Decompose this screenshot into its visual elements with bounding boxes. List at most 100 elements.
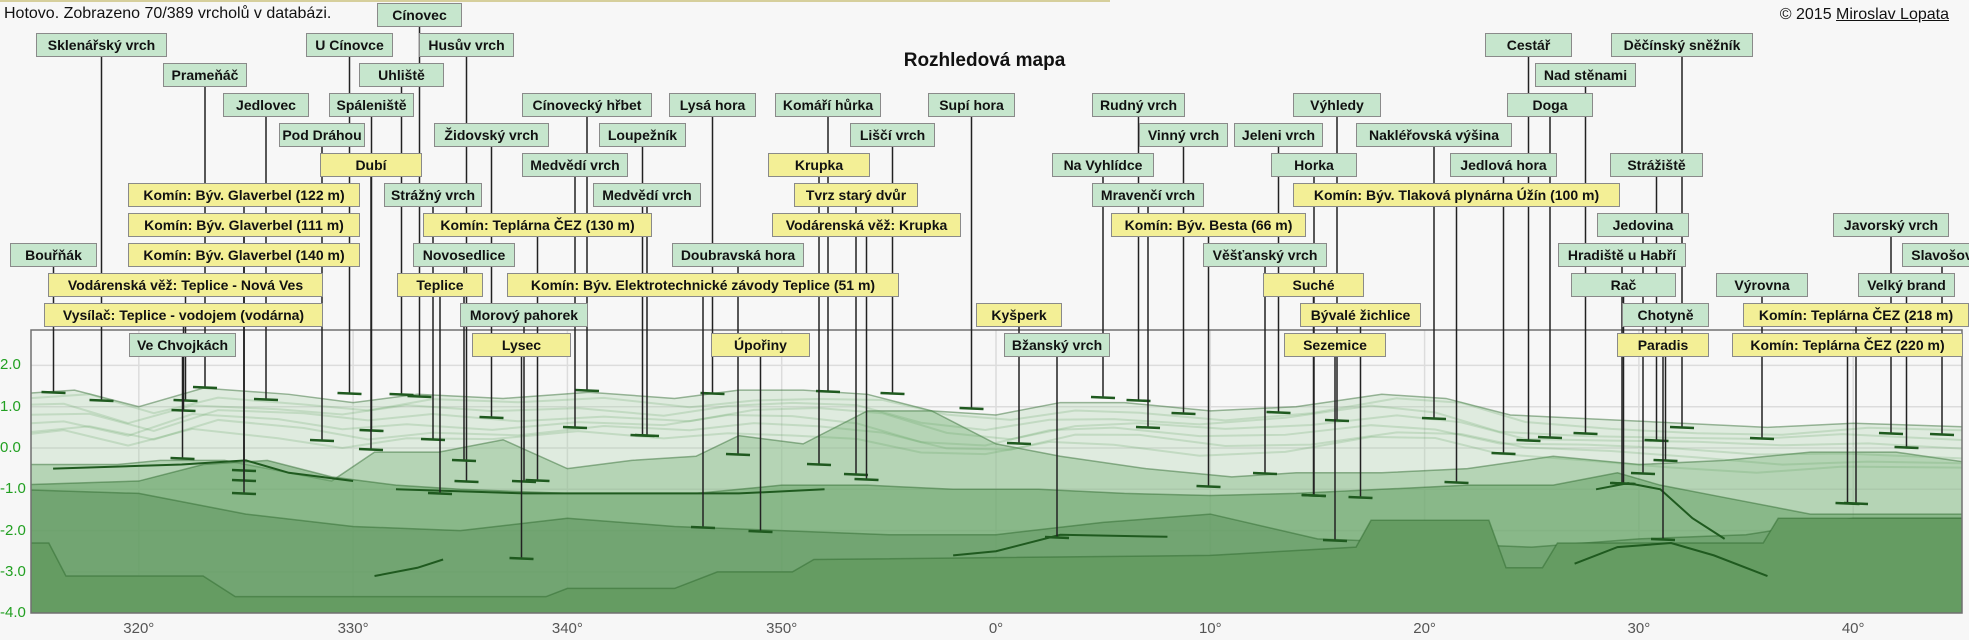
landmark-label[interactable]: Bývalé žichlice	[1300, 303, 1421, 327]
peak-label[interactable]: Novosedlice	[413, 243, 515, 267]
peak-label[interactable]: Jedlovec	[223, 93, 309, 117]
peak-label[interactable]: Lysá hora	[669, 93, 756, 117]
peak-label[interactable]: Jedlová hora	[1450, 153, 1557, 177]
peak-label[interactable]: Cínovecký hřbet	[522, 93, 652, 117]
summit-marker	[171, 408, 196, 413]
peak-label[interactable]: Pod Dráhou	[279, 123, 365, 147]
peak-label[interactable]: Věšťanský vrch	[1203, 243, 1327, 267]
peak-label[interactable]: Hradiště u Habří	[1558, 243, 1686, 267]
peak-label[interactable]: Uhliště	[359, 63, 444, 87]
peak-label[interactable]: Slavošov	[1902, 243, 1969, 267]
peak-label[interactable]: Cínovec	[377, 3, 462, 27]
peak-label[interactable]: Bžanský vrch	[1004, 333, 1110, 357]
peak-label[interactable]: Ve Chvojkách	[129, 333, 236, 357]
summit-marker	[1126, 398, 1151, 403]
landmark-label[interactable]: Krupka	[768, 153, 870, 177]
peak-label[interactable]: Děčínský sněžník	[1611, 33, 1753, 57]
summit-marker	[1348, 495, 1373, 500]
summit-marker	[41, 390, 66, 395]
summit-marker	[420, 437, 446, 442]
peak-label[interactable]: Rač	[1571, 273, 1676, 297]
peak-label[interactable]: Rudný vrch	[1092, 93, 1185, 117]
peak-label[interactable]: Spáleniště	[329, 93, 414, 117]
peak-label[interactable]: Jedovina	[1597, 213, 1689, 237]
peak-label[interactable]: Mravenčí vrch	[1092, 183, 1204, 207]
landmark-label[interactable]: Teplice	[397, 273, 483, 297]
summit-marker	[806, 462, 832, 467]
landmark-label[interactable]: Komín: Teplárna ČEZ (130 m)	[423, 213, 652, 237]
peak-label[interactable]: Výhledy	[1293, 93, 1381, 117]
peak-label[interactable]: U Cínovce	[306, 33, 393, 57]
ridge-line	[31, 387, 1962, 429]
peak-label[interactable]: Strážný vrch	[384, 183, 482, 207]
landmark-label[interactable]: Komín: Býv. Glaverbel (122 m)	[128, 183, 360, 207]
x-axis-tick: 350°	[766, 620, 798, 637]
landmark-label[interactable]: Komín: Býv. Elektrotechnické závody Tepl…	[507, 273, 899, 297]
summit-marker	[1491, 451, 1516, 456]
x-axis-tick: 30°	[1627, 620, 1651, 637]
peak-label[interactable]: Vinný vrch	[1139, 123, 1228, 147]
peak-label[interactable]: Nakléřovská výšina	[1356, 123, 1512, 147]
summit-marker	[748, 529, 773, 534]
peak-label[interactable]: Medvědí vrch	[593, 183, 701, 207]
peak-label[interactable]: Cestář	[1485, 33, 1572, 57]
peak-label[interactable]: Loupežník	[599, 123, 686, 147]
peak-label[interactable]: Morový pahorek	[460, 303, 588, 327]
peak-label[interactable]: Výrovna	[1716, 273, 1808, 297]
summit-marker	[1252, 471, 1278, 476]
landmark-label[interactable]: Sezemice	[1284, 333, 1386, 357]
summit-marker	[1573, 431, 1598, 436]
landmark-label[interactable]: Komín: Teplárna ČEZ (218 m)	[1743, 303, 1969, 327]
summit-marker	[690, 525, 716, 530]
landmark-label[interactable]: Paradis	[1617, 333, 1709, 357]
ridge-line	[31, 517, 1962, 598]
peak-label[interactable]: Židovský vrch	[434, 123, 549, 147]
peak-label[interactable]: Chotyně	[1622, 303, 1709, 327]
summit-marker	[1044, 535, 1070, 540]
landmark-label[interactable]: Komín: Býv. Glaverbel (111 m)	[128, 213, 360, 237]
peak-label[interactable]: Husův vrch	[419, 33, 514, 57]
summit-marker	[959, 406, 984, 411]
landmark-label[interactable]: Tvrz starý dvůr	[794, 183, 918, 207]
peak-label[interactable]: Medvědí vrch	[522, 153, 628, 177]
landmark-label[interactable]: Vodárenská věž: Teplice - Nová Ves	[48, 273, 323, 297]
peak-label[interactable]: Strážiště	[1610, 153, 1703, 177]
summit-marker	[880, 391, 905, 396]
summit-marker	[1266, 410, 1291, 415]
summit-marker	[1878, 431, 1904, 436]
y-axis-tick: 2.0	[0, 356, 21, 374]
peak-label[interactable]: Liščí vrch	[850, 123, 935, 147]
landmark-label[interactable]: Vodárenská věž: Krupka	[772, 213, 961, 237]
summit-marker	[1196, 484, 1221, 489]
landmark-label[interactable]: Dubí	[320, 153, 422, 177]
peak-label[interactable]: Velký brand	[1858, 273, 1955, 297]
summit-marker	[509, 556, 534, 561]
peak-label[interactable]: Doubravská hora	[672, 243, 804, 267]
landmark-label[interactable]: Komín: Býv. Glaverbel (140 m)	[128, 243, 360, 267]
landmark-label[interactable]: Úpořiny	[711, 333, 810, 357]
summit-marker	[253, 397, 279, 402]
peak-label[interactable]: Nad stěnami	[1535, 63, 1636, 87]
summit-marker	[525, 478, 550, 483]
landmark-label[interactable]: Suché	[1263, 273, 1364, 297]
peak-label[interactable]: Supí hora	[928, 93, 1015, 117]
landmark-label[interactable]: Vysílač: Teplice - vodojem (vodárna)	[44, 303, 323, 327]
landmark-label[interactable]: Komín: Teplárna ČEZ (220 m)	[1732, 333, 1963, 357]
author-link[interactable]: Miroslav Lopata	[1836, 6, 1949, 23]
peak-label[interactable]: Sklenářský vrch	[36, 33, 167, 57]
peak-label[interactable]: Horka	[1271, 153, 1357, 177]
peak-label[interactable]: Jeleni vrch	[1234, 123, 1323, 147]
landmark-label[interactable]: Komín: Býv. Besta (66 m)	[1111, 213, 1306, 237]
summit-marker	[562, 425, 588, 430]
peak-label[interactable]: Komáří hůrka	[775, 93, 881, 117]
peak-label[interactable]: Doga	[1507, 93, 1593, 117]
landmark-label[interactable]: Kyšperk	[976, 303, 1062, 327]
peak-label[interactable]: Na Vyhlídce	[1052, 153, 1154, 177]
peak-label[interactable]: Bouřňák	[10, 243, 97, 267]
peak-label[interactable]: Javorský vrch	[1833, 213, 1949, 237]
far-ridge-line	[31, 418, 1962, 466]
peak-label[interactable]: Prameňáč	[163, 63, 247, 87]
summit-marker	[725, 452, 751, 457]
landmark-label[interactable]: Lysec	[472, 333, 571, 357]
landmark-label[interactable]: Komín: Býv. Tlaková plynárna Úžín (100 m…	[1293, 183, 1620, 207]
